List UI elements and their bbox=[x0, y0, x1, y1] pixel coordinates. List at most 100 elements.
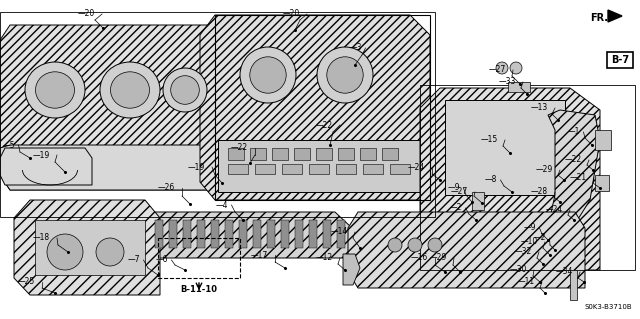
Bar bbox=[382, 148, 398, 160]
Text: B-7: B-7 bbox=[611, 55, 629, 65]
Bar bbox=[211, 220, 219, 248]
Bar bbox=[323, 220, 331, 248]
Bar bbox=[228, 148, 244, 160]
Text: —16: —16 bbox=[411, 254, 428, 263]
Circle shape bbox=[510, 62, 522, 74]
Ellipse shape bbox=[25, 62, 85, 118]
Text: —26: —26 bbox=[157, 183, 175, 192]
Bar bbox=[337, 220, 345, 248]
Bar bbox=[360, 148, 376, 160]
Text: —1: —1 bbox=[568, 128, 580, 137]
Text: S0K3-B3710B: S0K3-B3710B bbox=[584, 304, 632, 310]
Circle shape bbox=[388, 238, 402, 252]
Polygon shape bbox=[0, 145, 235, 190]
Ellipse shape bbox=[171, 76, 199, 104]
Text: FR.: FR. bbox=[590, 13, 608, 23]
Text: —22: —22 bbox=[231, 144, 248, 152]
Text: —25: —25 bbox=[18, 278, 35, 286]
Text: —2: —2 bbox=[450, 204, 462, 212]
Text: —19: —19 bbox=[33, 151, 50, 160]
Bar bbox=[420, 85, 635, 270]
Bar bbox=[570, 270, 577, 300]
Bar bbox=[295, 220, 303, 248]
Text: B-11-10: B-11-10 bbox=[180, 285, 218, 294]
Text: —4: —4 bbox=[216, 201, 228, 210]
Bar bbox=[255, 164, 275, 174]
Text: —12: —12 bbox=[316, 254, 333, 263]
Polygon shape bbox=[420, 88, 600, 270]
Circle shape bbox=[317, 47, 373, 103]
Circle shape bbox=[96, 238, 124, 266]
Text: —11: —11 bbox=[518, 278, 535, 286]
Bar bbox=[239, 220, 247, 248]
Text: —29: —29 bbox=[429, 254, 447, 263]
Text: —19: —19 bbox=[188, 162, 205, 172]
Polygon shape bbox=[608, 10, 622, 22]
Bar bbox=[253, 220, 261, 248]
Text: —29: —29 bbox=[536, 166, 553, 174]
Circle shape bbox=[428, 238, 442, 252]
Text: —5: —5 bbox=[3, 140, 15, 150]
Text: —20: —20 bbox=[77, 10, 95, 19]
Text: —27: —27 bbox=[489, 65, 506, 75]
Circle shape bbox=[240, 47, 296, 103]
Ellipse shape bbox=[100, 62, 160, 118]
Text: —24: —24 bbox=[546, 205, 563, 214]
Bar bbox=[595, 130, 611, 150]
Polygon shape bbox=[535, 110, 600, 270]
Polygon shape bbox=[123, 212, 352, 258]
Bar bbox=[390, 164, 410, 174]
Bar bbox=[215, 15, 430, 200]
Bar bbox=[282, 164, 302, 174]
Circle shape bbox=[327, 57, 364, 93]
Polygon shape bbox=[218, 140, 425, 192]
Polygon shape bbox=[445, 100, 565, 195]
Bar bbox=[294, 148, 310, 160]
Polygon shape bbox=[0, 148, 92, 185]
Bar bbox=[607, 52, 633, 68]
Text: —9: —9 bbox=[447, 183, 460, 192]
Bar bbox=[169, 220, 177, 248]
Bar bbox=[472, 192, 484, 210]
Text: —3: —3 bbox=[349, 43, 362, 53]
Text: —2: —2 bbox=[534, 234, 546, 242]
Polygon shape bbox=[0, 25, 235, 190]
Bar bbox=[0, 12, 435, 217]
Polygon shape bbox=[200, 15, 430, 200]
Circle shape bbox=[408, 238, 422, 252]
Circle shape bbox=[250, 57, 286, 93]
Polygon shape bbox=[348, 212, 585, 288]
Circle shape bbox=[496, 62, 508, 74]
Text: —30: —30 bbox=[509, 265, 527, 275]
Text: —18: —18 bbox=[33, 234, 50, 242]
Text: —13: —13 bbox=[531, 103, 548, 113]
Text: —33: —33 bbox=[499, 78, 516, 86]
Bar bbox=[155, 220, 163, 248]
Text: —24: —24 bbox=[408, 164, 425, 173]
Text: —20: —20 bbox=[283, 10, 300, 19]
Bar bbox=[183, 220, 191, 248]
Bar bbox=[197, 220, 205, 248]
Bar bbox=[267, 220, 275, 248]
Text: —8: —8 bbox=[484, 175, 497, 184]
Bar bbox=[35, 220, 145, 275]
Text: —22: —22 bbox=[316, 121, 333, 130]
Bar bbox=[363, 164, 383, 174]
Text: —9: —9 bbox=[524, 224, 536, 233]
Ellipse shape bbox=[35, 72, 74, 108]
Circle shape bbox=[47, 234, 83, 270]
Polygon shape bbox=[14, 200, 160, 295]
Bar bbox=[272, 148, 288, 160]
Bar bbox=[508, 82, 530, 92]
Bar bbox=[225, 220, 233, 248]
Bar bbox=[336, 164, 356, 174]
Text: —14: —14 bbox=[331, 227, 348, 236]
Text: —32: —32 bbox=[515, 248, 532, 256]
Text: —21: —21 bbox=[570, 174, 587, 182]
Text: —27: —27 bbox=[451, 188, 468, 197]
Text: —22: —22 bbox=[565, 155, 582, 165]
Bar bbox=[158, 238, 240, 278]
Text: —6: —6 bbox=[156, 256, 168, 264]
Bar bbox=[309, 164, 329, 174]
Bar bbox=[338, 148, 354, 160]
